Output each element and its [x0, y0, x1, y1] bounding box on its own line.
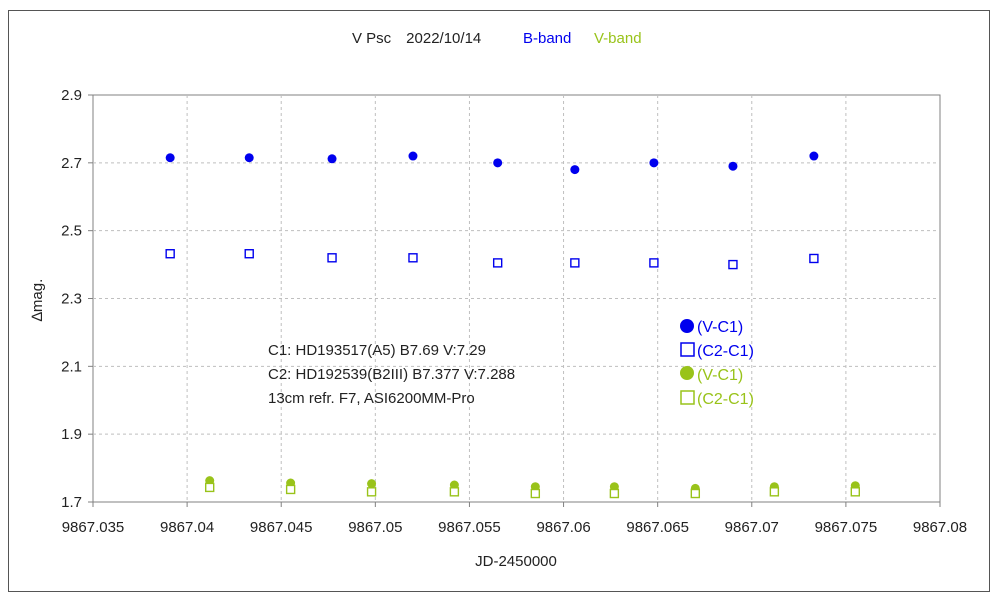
data-point-v-c2-c1	[530, 488, 541, 499]
data-point-b-c2-c1	[408, 253, 418, 263]
data-point-v-c2-c1	[769, 487, 780, 497]
chart-title-main: V Psc 2022/10/14	[352, 30, 481, 47]
x-tick-label: 9867.055	[438, 519, 501, 536]
data-point-b-v-c1	[493, 158, 503, 168]
y-tick-label: 2.9	[61, 87, 82, 104]
data-point-b-v-c1	[649, 158, 659, 168]
data-point-v-c2-c1	[449, 487, 460, 497]
x-tick-label: 9867.035	[62, 519, 125, 536]
data-point-b-v-c1	[327, 154, 337, 164]
data-point-b-c2-c1	[244, 249, 254, 259]
legend-label-v-c2-c1: (C2-C1)	[697, 391, 754, 408]
data-point-b-v-c1	[570, 165, 580, 175]
data-point-b-c2-c1	[728, 259, 738, 270]
legend-label-v-v-c1: (V-C1)	[697, 367, 743, 384]
annotation-instrument: 13cm refr. F7, ASI6200MM-Pro	[268, 390, 475, 407]
data-point-b-c2-c1	[649, 258, 659, 268]
data-point-b-c2-c1	[327, 253, 337, 263]
x-axis-ticks: 9867.035 9867.04 9867.045 9867.05 9867.055 98…	[62, 502, 967, 536]
chart-title-b-band: B-band	[523, 30, 571, 47]
annotation-c1: C1: HD193517(A5) B7.69 V:7.29	[268, 342, 486, 359]
y-tick-label: 2.5	[61, 223, 82, 240]
data-point-v-c2-c1	[204, 482, 215, 493]
legend: (V-C1) (C2-C1) (V-C1) (C2-C1)	[680, 319, 754, 408]
x-tick-label: 9867.065	[626, 519, 689, 536]
data-point-v-c2-c1	[285, 484, 296, 495]
x-tick-label: 9867.045	[250, 519, 313, 536]
data-point-b-c2-c1	[492, 258, 503, 268]
x-axis-label: JD-2450000	[475, 553, 557, 570]
y-tick-label: 1.7	[61, 494, 82, 511]
data-point-b-v-c1	[728, 161, 738, 171]
plot-area	[92, 94, 941, 503]
x-tick-label: 9867.075	[815, 519, 878, 536]
chart-title: V Psc 2022/10/14 B-band V-band	[352, 30, 642, 47]
x-tick-label: 9867.05	[348, 519, 402, 536]
y-tick-label: 2.7	[61, 155, 82, 172]
legend-label-b-c2-c1: (C2-C1)	[697, 343, 754, 360]
y-tick-label: 2.1	[61, 358, 82, 375]
data-point-v-v-c1	[367, 479, 377, 489]
y-axis-label: ∆mag.	[29, 279, 46, 322]
x-tick-label: 9867.07	[725, 519, 779, 536]
chart-title-v-band: V-band	[594, 30, 642, 47]
x-tick-label: 9867.06	[536, 519, 590, 536]
data-point-v-c2-c1	[609, 488, 620, 499]
data-point-b-c2-c1	[809, 253, 819, 264]
legend-marker-v-c2-c1	[680, 390, 695, 405]
data-points	[165, 151, 860, 499]
legend-label-b-v-c1: (V-C1)	[697, 319, 743, 336]
y-tick-label: 2.3	[61, 291, 82, 308]
data-point-b-c2-c1	[570, 258, 580, 268]
legend-marker-b-v-c1	[680, 319, 694, 333]
data-point-v-c2-c1	[850, 487, 860, 497]
annotation-c2: C2: HD192539(B2III) B7.377 V:7.288	[268, 366, 515, 383]
data-point-b-c2-c1	[165, 249, 175, 259]
data-point-b-v-c1	[809, 151, 819, 161]
y-tick-label: 1.9	[61, 426, 82, 443]
x-tick-label: 9867.08	[913, 519, 967, 536]
data-point-b-v-c1	[244, 153, 254, 163]
x-tick-label: 9867.04	[160, 519, 214, 536]
data-point-b-v-c1	[165, 153, 175, 163]
data-point-v-c2-c1	[366, 487, 377, 497]
legend-marker-v-v-c1	[680, 366, 694, 380]
legend-marker-b-c2-c1	[680, 342, 695, 357]
data-point-v-c2-c1	[690, 488, 701, 499]
y-axis-ticks: 2.9 2.7 2.5 2.3 2.1 1.9 1.7	[61, 87, 93, 511]
data-point-b-v-c1	[408, 151, 418, 161]
